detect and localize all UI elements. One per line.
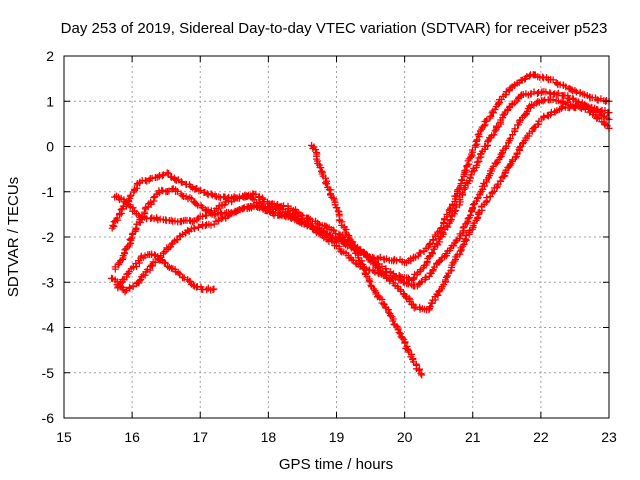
grid xyxy=(64,56,609,418)
y-tick-label: -6 xyxy=(42,410,55,426)
x-tick-label: 21 xyxy=(465,429,481,445)
x-tick-label: 23 xyxy=(601,429,617,445)
x-tick-label: 18 xyxy=(261,429,277,445)
chart-title: Day 253 of 2019, Sidereal Day-to-day VTE… xyxy=(61,20,608,37)
x-axis-label: GPS time / hours xyxy=(279,456,393,473)
x-axis: 15 16 17 18 19 20 21 22 23 xyxy=(56,56,617,445)
x-tick-label: 20 xyxy=(397,429,413,445)
y-tick-label: -3 xyxy=(42,274,55,290)
y-tick-label: -4 xyxy=(42,320,55,336)
x-tick-label: 22 xyxy=(533,429,549,445)
y-tick-label: -1 xyxy=(42,184,55,200)
series-markers-track-c xyxy=(108,96,613,296)
y-axis-label: SDTVAR / TECUs xyxy=(5,177,22,297)
y-tick-label: 0 xyxy=(46,139,54,155)
x-tick-label: 16 xyxy=(124,429,140,445)
series-markers-track-d xyxy=(111,101,613,314)
y-tick-label: -2 xyxy=(42,229,55,245)
data-markers xyxy=(108,71,613,379)
series-markers-track-f xyxy=(308,141,426,379)
series-markers-track-e xyxy=(114,250,218,294)
x-tick-label: 19 xyxy=(329,429,345,445)
y-tick-label: -5 xyxy=(42,365,55,381)
x-tick-label: 15 xyxy=(56,429,72,445)
y-tick-label: 2 xyxy=(46,48,54,64)
x-tick-label: 17 xyxy=(192,429,208,445)
y-tick-label: 1 xyxy=(46,93,54,109)
y-axis: 2 1 0 -1 -2 -3 -4 -5 -6 xyxy=(42,48,609,426)
